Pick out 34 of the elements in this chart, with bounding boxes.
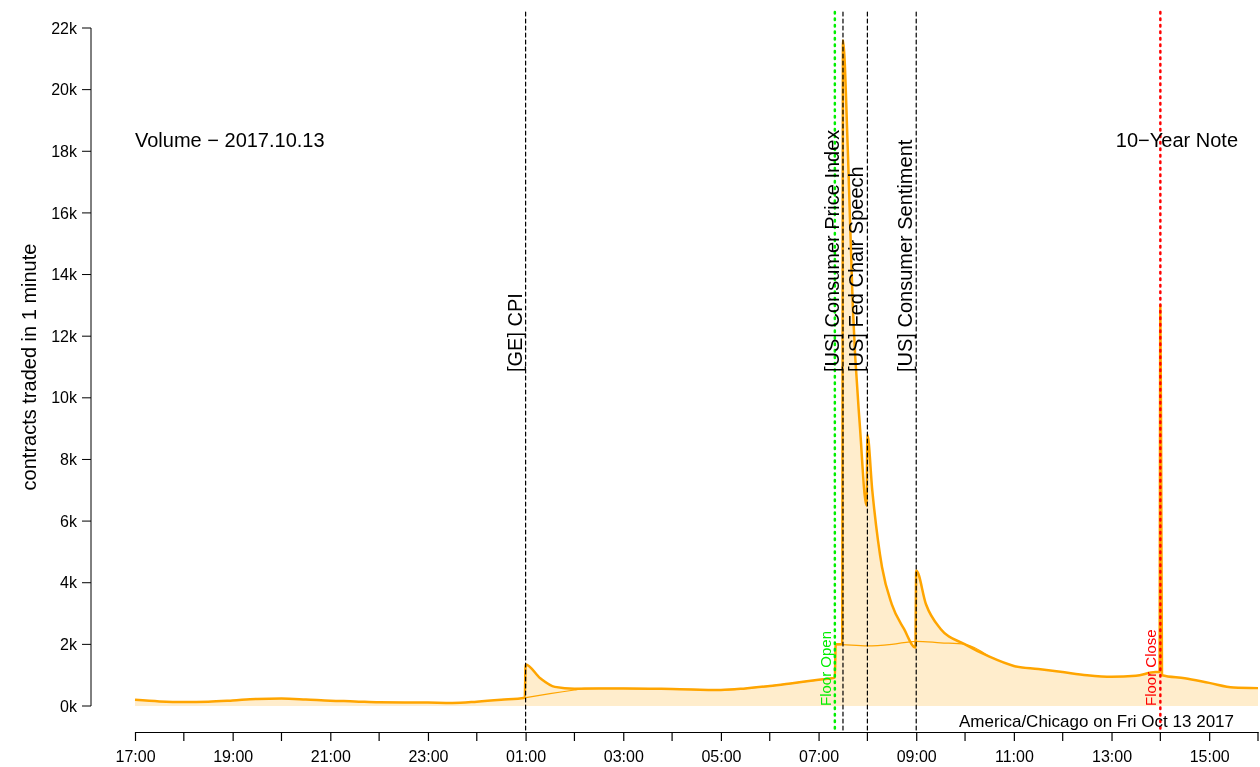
ref-line-label: Floor Close: [1142, 629, 1160, 706]
y-tick-label: 4k: [60, 574, 78, 592]
x-tick-label: 01:00: [506, 747, 547, 765]
y-tick-label: 22k: [51, 19, 78, 37]
y-tick-label: 14k: [51, 266, 78, 284]
x-tick-label: 07:00: [799, 747, 840, 765]
y-tick-label: 10k: [51, 389, 78, 407]
ref-line-label: [US] Fed Chair Speech: [845, 166, 868, 372]
x-tick-label: 23:00: [408, 747, 449, 765]
x-tick-label: 19:00: [213, 747, 254, 765]
x-tick-label: 09:00: [896, 747, 937, 765]
ref-line-label: [GE] CPI: [503, 293, 526, 372]
x-tick-label: 21:00: [310, 747, 351, 765]
ref-line-label: Floor Open: [816, 630, 834, 706]
y-axis-title: contracts traded in 1 minute: [18, 243, 40, 491]
y-tick-label: 12k: [51, 327, 78, 345]
y-tick-label: 0k: [60, 697, 78, 715]
ref-line-label: [US] Consumer Price Index: [820, 129, 843, 372]
y-tick-label: 20k: [51, 81, 78, 99]
x-tick-label: 15:00: [1189, 747, 1230, 765]
annotation: 10−Year Note: [1115, 129, 1238, 151]
y-tick-label: 6k: [60, 512, 78, 530]
y-tick-label: 16k: [51, 204, 78, 222]
text: Volume − 2017.10.13: [135, 129, 325, 151]
y-tick-label: 2k: [60, 635, 78, 653]
x-tick-label: 17:00: [115, 747, 156, 765]
x-tick-label: 05:00: [701, 747, 742, 765]
x-tick-label: 03:00: [603, 747, 644, 765]
text: America/Chicago on Fri Oct 13 2017: [959, 712, 1234, 731]
x-tick-label: 13:00: [1092, 747, 1133, 765]
ref-line-label: [US] Consumer Sentiment: [894, 139, 917, 372]
x-tick-label: 11:00: [994, 747, 1034, 765]
y-tick-label: 8k: [60, 451, 78, 469]
y-tick-label: 18k: [51, 142, 78, 160]
